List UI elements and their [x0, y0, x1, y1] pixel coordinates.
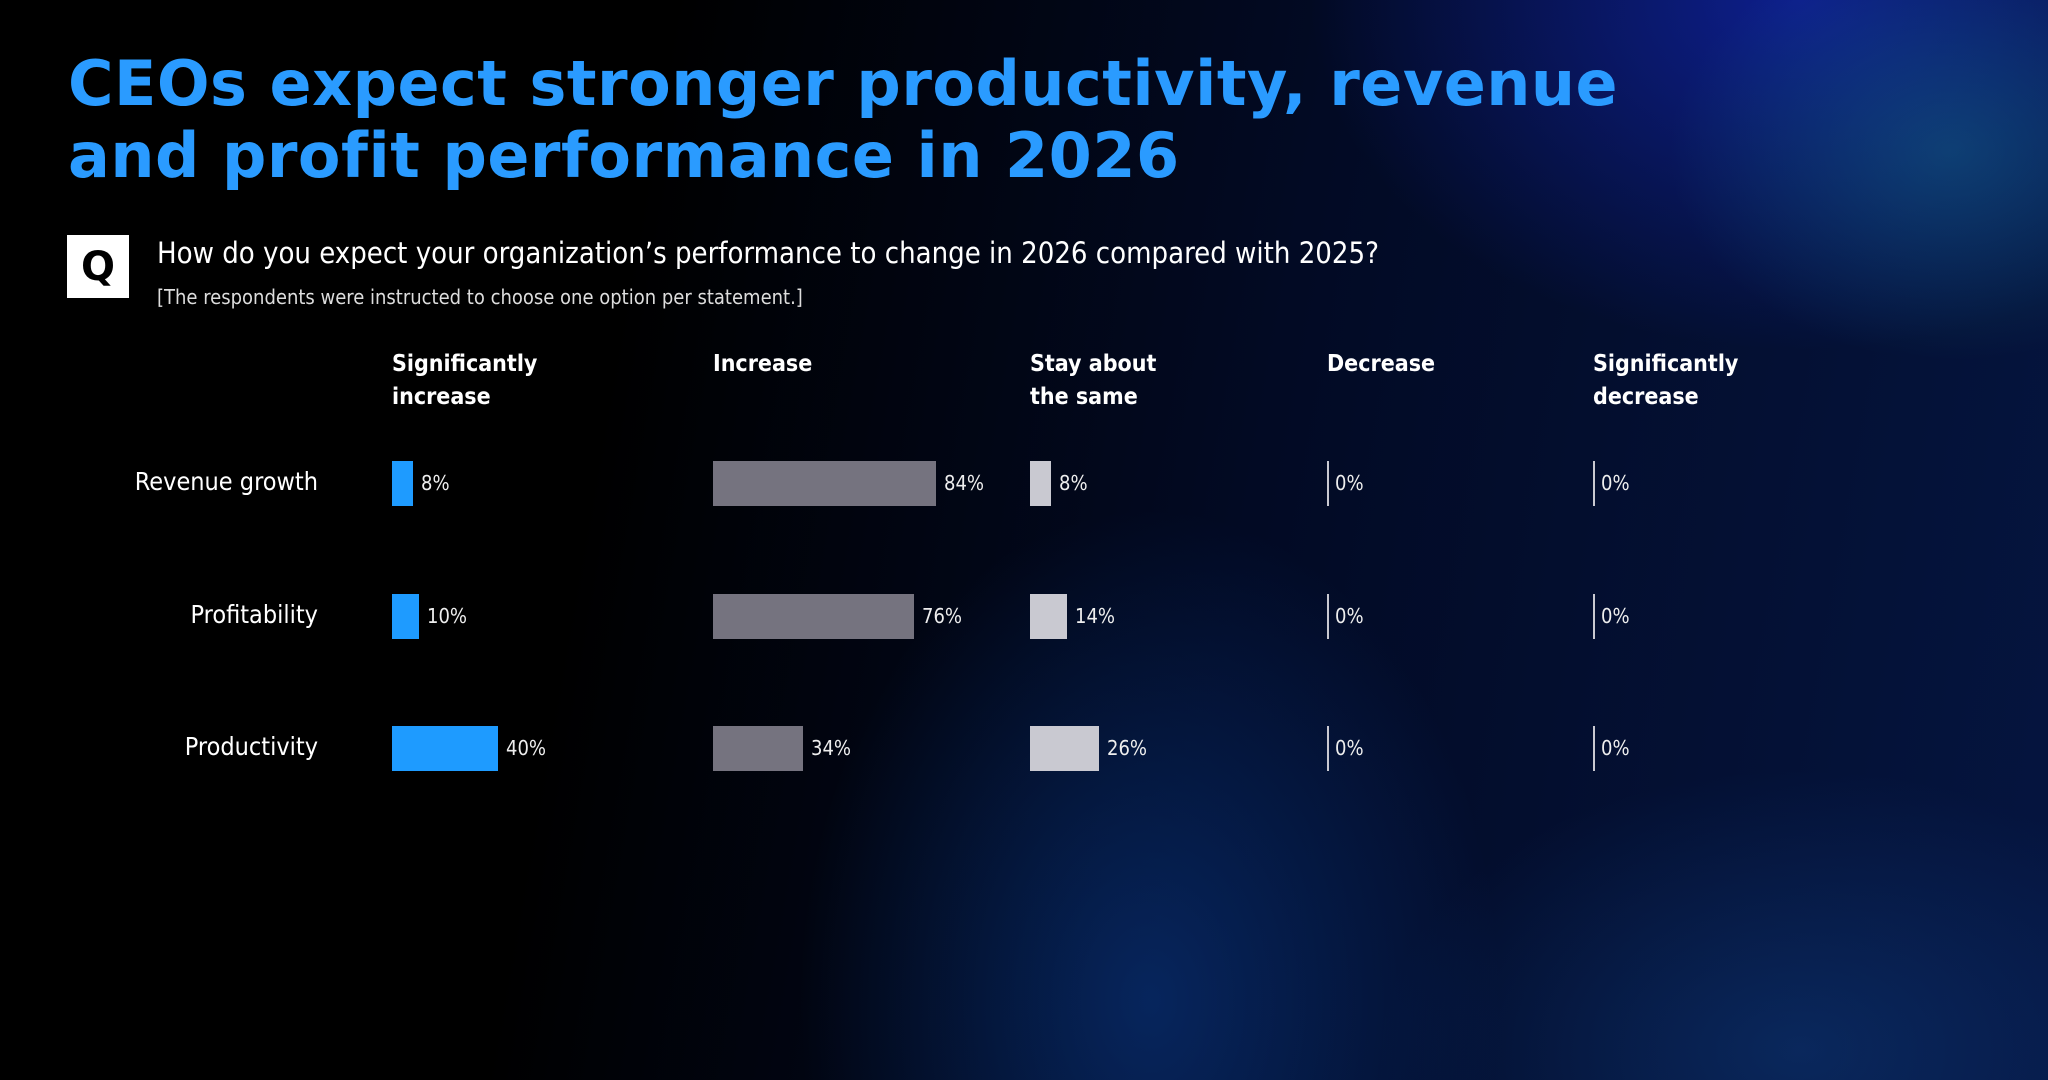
data-label: 0%: [1335, 736, 1364, 760]
column-header: Increase: [713, 351, 813, 377]
bar: [392, 461, 413, 506]
data-label: 14%: [1075, 604, 1115, 628]
bar: [392, 594, 419, 639]
bar: [713, 461, 936, 506]
data-label: 76%: [922, 604, 962, 628]
data-label: 0%: [1601, 736, 1630, 760]
column-header: Stay about the same: [1030, 351, 1157, 410]
column-header: Significantly increase: [392, 351, 538, 410]
row-label: Productivity: [184, 732, 318, 761]
data-label: 10%: [427, 604, 467, 628]
bar: [1593, 461, 1595, 506]
data-label: 8%: [1059, 471, 1088, 495]
data-label: 26%: [1107, 736, 1147, 760]
data-label: 8%: [421, 471, 450, 495]
bar: [713, 726, 803, 771]
bar: [713, 594, 914, 639]
bar: [1030, 726, 1099, 771]
column-header: Significantly decrease: [1593, 351, 1739, 410]
title-line: CEOs expect stronger productivity, reven…: [68, 47, 1619, 120]
row-label: Revenue growth: [134, 467, 318, 496]
question-icon: Q: [67, 235, 129, 298]
bar: [1327, 594, 1329, 639]
question-note: [The respondents were instructed to choo…: [157, 285, 803, 309]
data-label: 0%: [1335, 604, 1364, 628]
question-text: How do you expect your organization’s pe…: [157, 236, 1379, 270]
bar: [392, 726, 498, 771]
bar: [1593, 594, 1595, 639]
data-label: 34%: [811, 736, 851, 760]
data-label: 0%: [1601, 604, 1630, 628]
data-label: 40%: [506, 736, 546, 760]
data-label: 0%: [1601, 471, 1630, 495]
bar: [1030, 461, 1051, 506]
bar: [1593, 726, 1595, 771]
title-line: and profit performance in 2026: [68, 119, 1180, 192]
data-label: 84%: [944, 471, 984, 495]
bar: [1327, 461, 1329, 506]
data-label: 0%: [1335, 471, 1364, 495]
page-title: CEOs expect stronger productivity, reven…: [68, 48, 1618, 192]
bar: [1030, 594, 1067, 639]
bar: [1327, 726, 1329, 771]
column-header: Decrease: [1327, 351, 1436, 377]
row-label: Profitability: [190, 600, 319, 629]
